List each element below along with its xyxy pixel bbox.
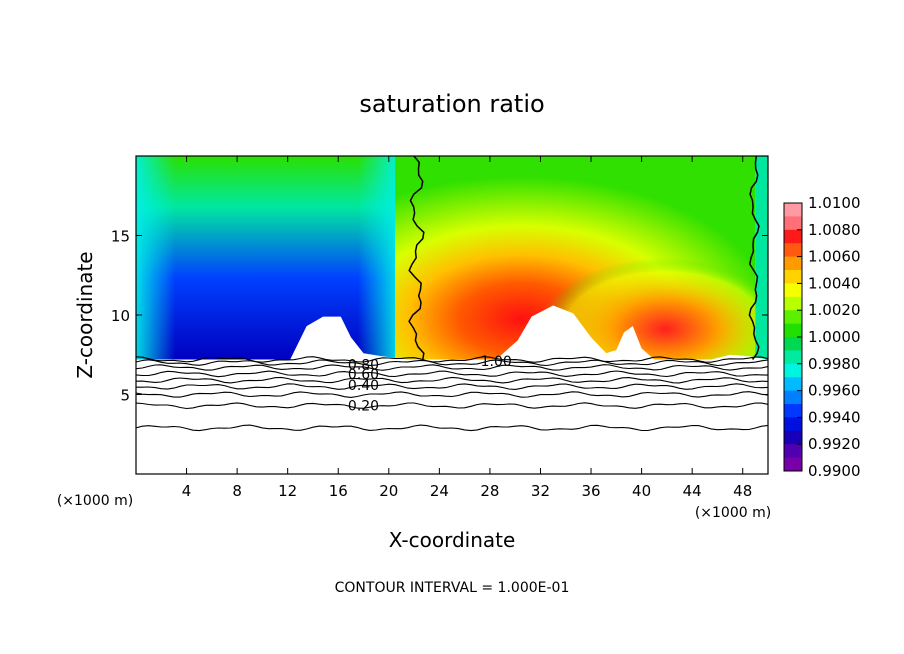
contour-line bbox=[135, 402, 769, 410]
colorbar-swatch bbox=[784, 350, 802, 365]
contour-line bbox=[135, 364, 769, 371]
colorbar-label: 0.9920 bbox=[808, 435, 861, 453]
field-gap-middle bbox=[496, 305, 655, 360]
colorbar-label: 1.0060 bbox=[808, 248, 861, 266]
contour-line-1-00-left bbox=[408, 156, 425, 360]
colorbar-swatch bbox=[784, 390, 802, 405]
colorbar-swatch bbox=[784, 296, 802, 311]
field-gap-left bbox=[290, 316, 408, 360]
colorbar: 1.0100 1.0080 1.0060 1.0040 1.0020 1.0000 0.99… bbox=[783, 194, 861, 480]
colorbar-label: 0.9940 bbox=[808, 408, 861, 426]
contour-label: 0.60 bbox=[348, 367, 379, 383]
contour-line bbox=[135, 370, 769, 378]
saturation-field bbox=[136, 156, 768, 474]
contour-line bbox=[135, 376, 769, 384]
contour-line bbox=[135, 359, 769, 367]
x-tick-label: 24 bbox=[430, 482, 449, 500]
x-tick-label: 28 bbox=[480, 482, 499, 500]
colorbar-swatch bbox=[784, 310, 802, 325]
field-region-subsaturated-edges bbox=[136, 156, 398, 360]
x-tick-label: 44 bbox=[683, 482, 702, 500]
colorbar-swatch bbox=[784, 337, 802, 351]
x-tick-label: 4 bbox=[182, 482, 192, 500]
contour-label: 0.80 bbox=[348, 357, 379, 373]
colorbar-swatch bbox=[784, 283, 802, 298]
field-lower-blank bbox=[136, 359, 768, 474]
x-axis-ticks: 4 8 12 16 20 24 28 32 36 40 44 48 bbox=[182, 156, 752, 500]
x-tick-label: 20 bbox=[379, 482, 398, 500]
colorbar-label: 1.0040 bbox=[808, 274, 861, 292]
field-region-right-edge bbox=[755, 156, 768, 360]
colorbar-swatch bbox=[784, 457, 802, 472]
x-tick-label: 40 bbox=[632, 482, 651, 500]
x-tick-label: 36 bbox=[581, 482, 600, 500]
colorbar-swatch bbox=[784, 216, 802, 231]
contour-line bbox=[135, 424, 769, 432]
y-unit-label: (×1000 m) bbox=[57, 493, 133, 509]
contour-line bbox=[135, 356, 769, 363]
colorbar-swatch bbox=[784, 323, 802, 338]
colorbar-label: 1.0080 bbox=[808, 221, 861, 239]
colorbar-label: 1.0100 bbox=[808, 194, 861, 212]
y-axis-ticks: 5 10 15 bbox=[111, 228, 768, 405]
colorbar-swatch bbox=[784, 270, 802, 284]
y-tick-label: 10 bbox=[111, 307, 130, 325]
chart-title: saturation ratio bbox=[359, 90, 544, 118]
x-unit-label: (×1000 m) bbox=[695, 505, 771, 521]
colorbar-label: 0.9960 bbox=[808, 382, 861, 400]
x-axis-label: X-coordinate bbox=[389, 528, 516, 552]
y-axis-label: Z-coordinate bbox=[73, 251, 97, 378]
colorbar-swatch bbox=[784, 417, 802, 432]
x-tick-label: 16 bbox=[329, 482, 348, 500]
colorbar-label: 1.0000 bbox=[808, 328, 861, 346]
contour-label: 1.00 bbox=[481, 354, 512, 370]
colorbar-label: 1.0020 bbox=[808, 301, 861, 319]
colorbar-swatch bbox=[784, 229, 802, 244]
y-tick-label: 15 bbox=[111, 228, 130, 246]
colorbar-swatch bbox=[784, 430, 802, 445]
y-tick-label: 5 bbox=[120, 387, 130, 405]
colorbar-swatch bbox=[784, 404, 802, 418]
colorbar-swatch bbox=[784, 444, 802, 459]
contour-line-1-00-right bbox=[748, 156, 760, 360]
contour-line bbox=[135, 391, 769, 398]
contour-line bbox=[136, 383, 769, 390]
x-tick-label: 8 bbox=[232, 482, 242, 500]
x-tick-label: 32 bbox=[531, 482, 550, 500]
colorbar-label: 0.9980 bbox=[808, 355, 861, 373]
colorbar-swatch bbox=[784, 363, 802, 378]
colorbar-swatch bbox=[784, 203, 802, 217]
contour-label: 0.40 bbox=[348, 378, 379, 394]
colorbar-swatch bbox=[784, 377, 802, 392]
contour-label: 0.20 bbox=[348, 399, 379, 415]
contour-interval-note: CONTOUR INTERVAL = 1.000E-01 bbox=[335, 580, 570, 596]
x-tick-label: 48 bbox=[733, 482, 752, 500]
contour-labels: 0.20 0.400.600.80 1.00 bbox=[348, 354, 512, 415]
colorbar-label: 0.9900 bbox=[808, 462, 861, 480]
colorbar-swatch bbox=[784, 243, 802, 258]
contour-lines bbox=[135, 356, 769, 432]
x-tick-label: 12 bbox=[278, 482, 297, 500]
colorbar-swatch bbox=[784, 256, 802, 271]
